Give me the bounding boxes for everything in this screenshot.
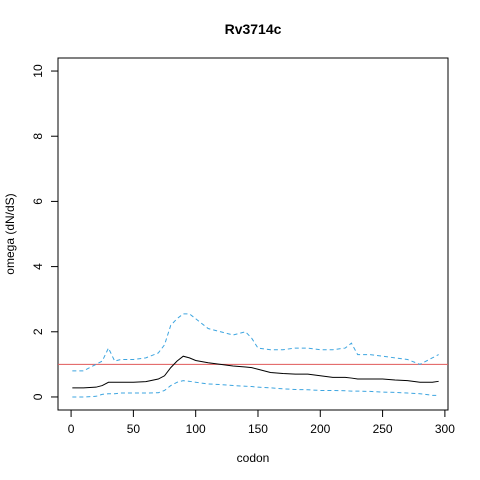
chart-title: Rv3714c xyxy=(225,21,282,37)
x-tick-label: 250 xyxy=(373,422,393,436)
x-tick-label: 150 xyxy=(248,422,268,436)
y-tick-label: 0 xyxy=(31,393,45,400)
y-tick-label: 10 xyxy=(31,64,45,78)
y-tick-label: 8 xyxy=(31,133,45,140)
y-axis-label: omega (dN/dS) xyxy=(3,193,17,274)
series-line xyxy=(72,313,439,372)
series-line xyxy=(72,355,439,389)
x-tick-label: 200 xyxy=(310,422,330,436)
plot-frame xyxy=(57,57,449,411)
x-tick-label: 100 xyxy=(186,422,206,436)
x-axis-label: codon xyxy=(237,451,270,465)
x-tick-label: 0 xyxy=(68,422,75,436)
y-tick-label: 2 xyxy=(31,328,45,335)
y-tick-label: 4 xyxy=(31,263,45,270)
series-line xyxy=(72,380,439,398)
y-tick-label: 6 xyxy=(31,198,45,205)
x-tick-label: 50 xyxy=(127,422,141,436)
x-tick-label: 300 xyxy=(435,422,455,436)
